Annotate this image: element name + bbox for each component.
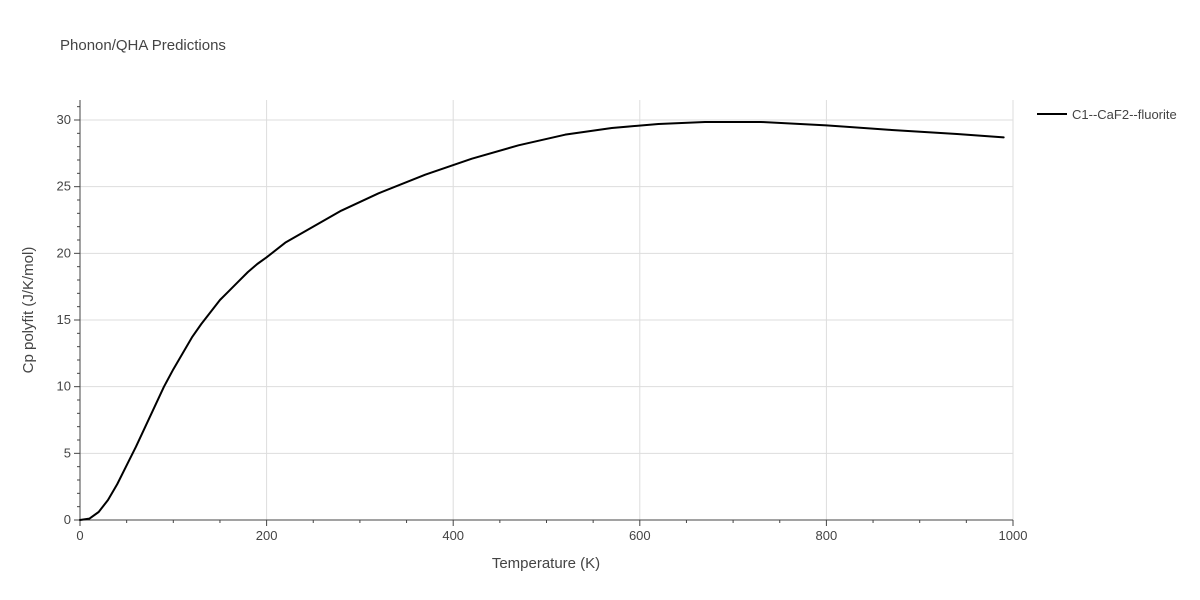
x-tick-label: 200	[256, 528, 278, 543]
x-tick-label: 400	[442, 528, 464, 543]
y-tick-label: 0	[64, 512, 71, 527]
y-tick-label: 15	[57, 312, 71, 327]
series-line[interactable]	[79, 121, 1005, 521]
y-axis-title: Cp polyfit (J/K/mol)	[20, 247, 37, 374]
legend[interactable]: C1--CaF2--fluorite	[1037, 107, 1177, 122]
series-lines	[79, 121, 1005, 521]
legend-label: C1--CaF2--fluorite	[1072, 107, 1177, 122]
axes	[74, 100, 1014, 526]
chart-title: Phonon/QHA Predictions	[60, 37, 226, 54]
y-tick-label: 25	[57, 179, 71, 194]
y-tick-label: 5	[64, 445, 71, 460]
tick-labels: 0 200 400 600 800 1000 0 5 10 15 20 25 30	[57, 112, 1028, 543]
x-tick-label: 800	[816, 528, 838, 543]
x-axis-title: Temperature (K)	[492, 555, 600, 572]
y-tick-label: 20	[57, 245, 71, 260]
y-tick-label: 30	[57, 112, 71, 127]
grid	[80, 100, 1014, 520]
x-tick-label: 600	[629, 528, 651, 543]
y-tick-label: 10	[57, 379, 71, 394]
x-tick-label: 1000	[999, 528, 1028, 543]
x-tick-label: 0	[76, 528, 83, 543]
